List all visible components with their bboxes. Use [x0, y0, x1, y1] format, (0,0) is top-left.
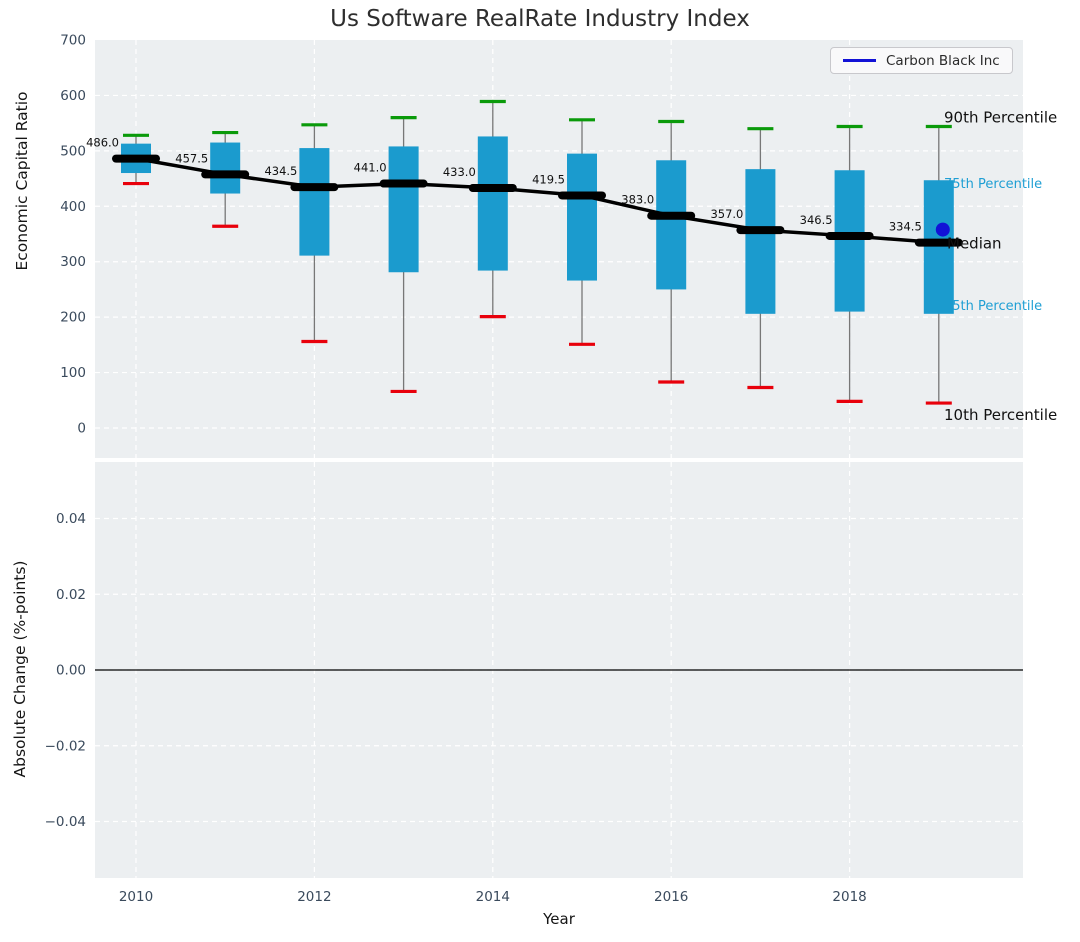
legend: Carbon Black Inc: [830, 47, 1013, 74]
median-value-label-2011: 457.5: [175, 151, 208, 165]
chart-title: Us Software RealRate Industry Index: [330, 6, 750, 32]
top-plot-background: [95, 40, 1023, 458]
box-2012: [299, 148, 330, 256]
tick-label-year-2016: 2016: [654, 889, 688, 905]
company-point-carbon-black: [935, 222, 950, 237]
legend-line-sample: [843, 59, 876, 62]
median-trend-line: [135, 156, 939, 245]
tick-label-year-2012: 2012: [297, 889, 331, 905]
box-2014: [477, 136, 508, 271]
median-value-label-2016: 383.0: [621, 193, 654, 207]
box-2015: [567, 153, 597, 281]
box-2019: [923, 180, 954, 314]
median-value-label-2010: 486.0: [86, 136, 119, 150]
tick-label-ecr-500: 500: [60, 143, 86, 159]
tick-label-year-2014: 2014: [476, 889, 510, 905]
median-value-label-2013: 441.0: [354, 161, 387, 175]
median-value-label-2017: 357.0: [710, 207, 743, 221]
box-2016: [656, 160, 687, 290]
tick-label-change-−0.02: −0.02: [45, 738, 86, 754]
tick-label-change-0.00: 0.00: [56, 663, 86, 679]
box-2011: [210, 142, 241, 194]
legend-label: Carbon Black Inc: [886, 52, 1000, 69]
box-2018: [834, 170, 865, 312]
x-axis-label-year: Year: [543, 910, 575, 928]
tick-label-ecr-700: 700: [60, 33, 86, 49]
tick-label-ecr-100: 100: [60, 365, 86, 381]
tick-label-ecr-300: 300: [60, 254, 86, 270]
tick-label-change-−0.04: −0.04: [45, 814, 86, 830]
tick-label-ecr-400: 400: [60, 199, 86, 215]
tick-label-change-0.02: 0.02: [56, 587, 86, 603]
median-value-label-2015: 419.5: [532, 172, 565, 186]
annotation-10th-percentile: 10th Percentile: [944, 406, 1057, 424]
tick-label-ecr-0: 0: [77, 421, 86, 437]
tick-label-ecr-600: 600: [60, 88, 86, 104]
annotation-75th-percentile: 75th Percentile: [944, 177, 1042, 192]
annotation-25th-percentile: 25th Percentile: [944, 299, 1042, 314]
box-2013: [388, 146, 419, 273]
tick-label-change-0.04: 0.04: [56, 511, 86, 527]
tick-label-year-2018: 2018: [832, 889, 866, 905]
tick-label-year-2010: 2010: [119, 889, 153, 905]
annotation-90th-percentile: 90th Percentile: [944, 108, 1057, 126]
annotation-median: Median: [947, 235, 1002, 253]
box-2017: [745, 169, 776, 314]
median-value-label-2014: 433.0: [443, 165, 476, 179]
median-value-label-2012: 434.5: [264, 164, 297, 178]
tick-label-ecr-200: 200: [60, 310, 86, 326]
median-value-label-2018: 346.5: [800, 213, 833, 227]
median-value-label-2019: 334.5: [889, 220, 922, 234]
